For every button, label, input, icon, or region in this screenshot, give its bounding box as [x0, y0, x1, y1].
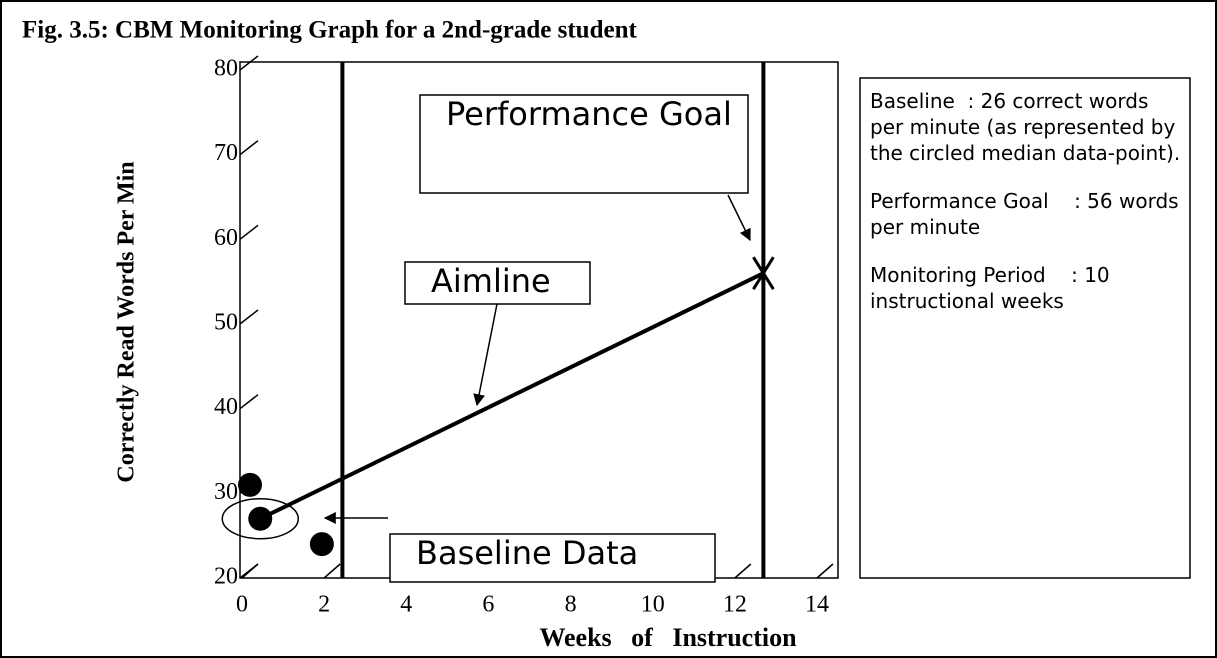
y-tick — [239, 55, 259, 71]
annotation-arrow — [473, 303, 498, 407]
y-tick-label: 20 — [214, 564, 238, 590]
x-tick — [816, 563, 834, 579]
x-tick-label: 12 — [723, 592, 747, 618]
goal-marker — [752, 256, 775, 290]
notes: Baseline : 26 correct words per minute (… — [870, 88, 1185, 314]
annotation: Baseline Data — [416, 534, 639, 572]
note: Monitoring Period : 10 instructional wee… — [870, 263, 1117, 313]
data-point — [238, 472, 262, 497]
data-point — [309, 532, 334, 557]
annotation-text: Baseline Data — [416, 534, 639, 572]
x-axis-label: Weeks of Instruction — [539, 623, 797, 652]
annotation: Aimline — [431, 262, 551, 300]
x-tick-label: 10 — [641, 592, 665, 618]
x-tick — [241, 563, 259, 579]
y-tick-label: 50 — [214, 310, 238, 336]
notes-list: Baseline : 26 correct words per minute (… — [870, 88, 1185, 314]
x-tick-label: 0 — [236, 592, 248, 618]
annotation-box — [389, 533, 716, 583]
x-tick-label: 4 — [400, 592, 412, 618]
annotation-box — [404, 261, 591, 305]
y-tick — [239, 140, 259, 156]
y-tick-label: 80 — [214, 56, 238, 82]
notes-box — [859, 77, 1191, 579]
y-tick — [239, 309, 259, 325]
y-tick-label: 40 — [214, 394, 238, 420]
data-point — [248, 506, 273, 531]
x-tick-label: 6 — [482, 592, 494, 618]
y-axis-label: Correctly Read Words Per Min — [114, 161, 140, 482]
annotation-box — [419, 94, 749, 194]
y-tick-label: 70 — [214, 140, 238, 166]
annotation-text: Performance Goal — [446, 95, 732, 133]
annotation-text: Aimline — [431, 262, 551, 300]
x-tick — [323, 563, 341, 579]
note: Baseline : 26 correct words per minute (… — [870, 89, 1182, 165]
annotation-arrow — [727, 194, 751, 242]
annotation: Performance Goal — [446, 95, 732, 133]
x-tick — [734, 563, 752, 579]
y-tick-label: 30 — [214, 479, 238, 505]
y-tick-label: 60 — [214, 225, 238, 251]
median-circle — [221, 497, 300, 540]
x-tick-label: 14 — [805, 592, 829, 618]
aimline — [259, 271, 765, 521]
y-tick — [239, 394, 259, 410]
chart-title: Fig. 3.5: CBM Monitoring Graph for a 2nd… — [22, 17, 637, 44]
x-tick-label: 2 — [318, 592, 330, 618]
y-tick — [239, 224, 259, 240]
note: Performance Goal : 56 words per minute — [870, 189, 1185, 239]
x-tick-label: 8 — [565, 592, 577, 618]
